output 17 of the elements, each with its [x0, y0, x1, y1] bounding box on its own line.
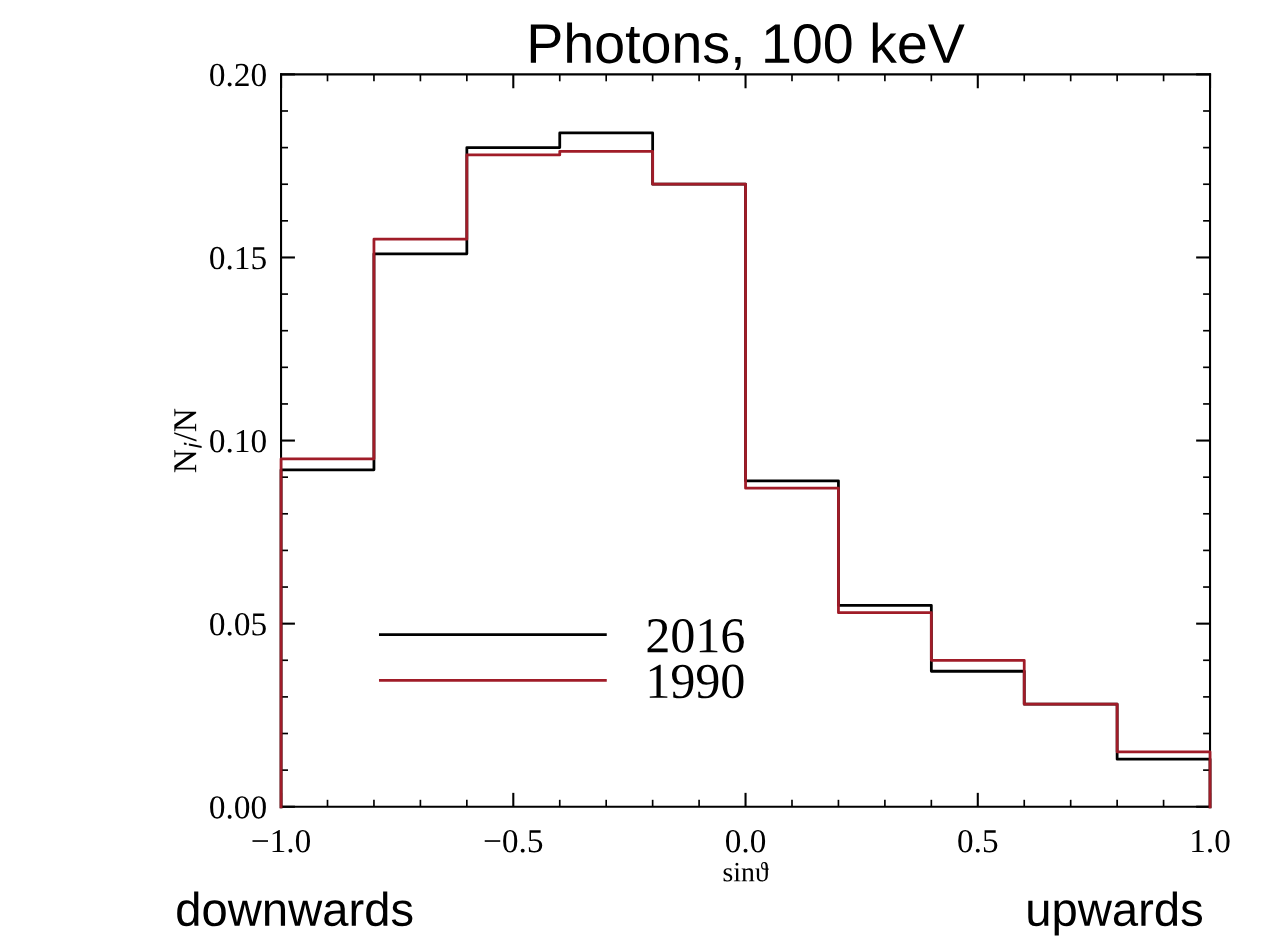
- x-tick-label: −1.0: [252, 829, 311, 853]
- y-tick-label: 0.00: [210, 796, 266, 819]
- y-axis-title: N$_{i}$/N: [174, 408, 202, 473]
- chart-title: Photons, 100 keV: [530, 22, 965, 70]
- text: upwards: [1028, 891, 1203, 936]
- x-tick-label: −0.5: [484, 829, 543, 853]
- legend-label: 1990: [649, 664, 744, 699]
- x-tick-label: 1.0: [1192, 829, 1230, 853]
- text: downwards: [177, 891, 413, 927]
- x-tick-label: 0.5: [958, 829, 998, 853]
- legend-label: 2016: [647, 618, 744, 653]
- y-tick-label: 0.20: [210, 63, 266, 87]
- y-tick-label: 0.15: [210, 246, 266, 270]
- y-tick-label: 0.10: [210, 429, 266, 453]
- y-tick-label: 0.05: [210, 613, 266, 636]
- x-tick-label: 0.0: [725, 829, 766, 853]
- x-axis-title: sinϑ: [723, 861, 769, 882]
